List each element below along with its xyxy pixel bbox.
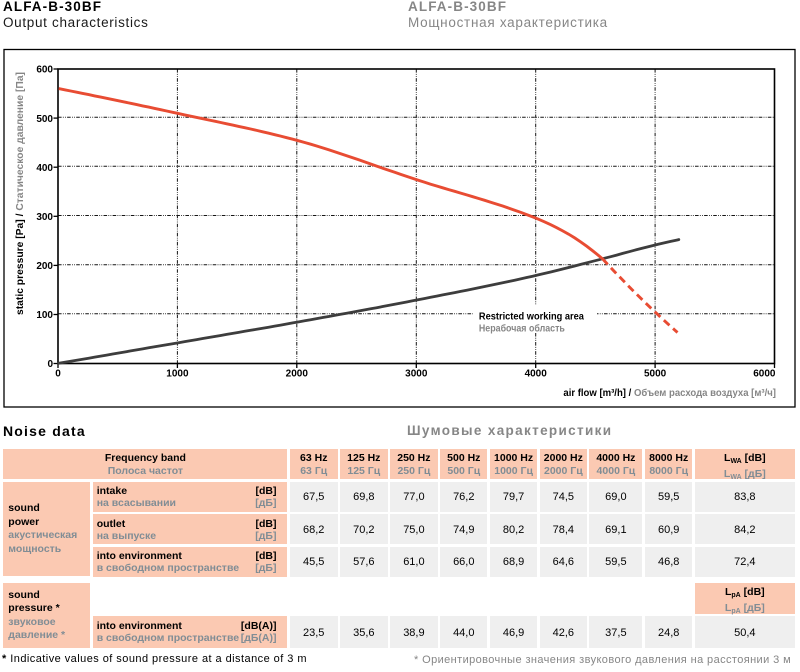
svg-text:100: 100 [36,310,53,321]
svg-text:400: 400 [36,163,53,174]
svg-text:1000: 1000 [166,369,189,380]
svg-text:0: 0 [55,369,61,380]
svg-text:Restricted working area: Restricted working area [479,310,584,322]
svg-text:5000: 5000 [644,369,667,380]
svg-text:Нерабочая область: Нерабочая область [479,322,565,334]
svg-text:air flow [m³/h] / Объем расход: air flow [m³/h] / Объем расхода воздуха … [563,387,776,399]
svg-text:6000: 6000 [753,369,776,380]
svg-text:200: 200 [36,261,53,272]
svg-text:4000: 4000 [525,369,548,380]
svg-text:static pressure [Pa] / Статиче: static pressure [Pa] / Статическое давле… [14,72,26,315]
svg-text:600: 600 [36,65,53,76]
svg-text:300: 300 [36,212,53,223]
svg-text:500: 500 [36,114,53,125]
svg-text:2000: 2000 [286,369,309,380]
svg-text:3000: 3000 [405,369,428,380]
svg-text:0: 0 [47,359,53,370]
